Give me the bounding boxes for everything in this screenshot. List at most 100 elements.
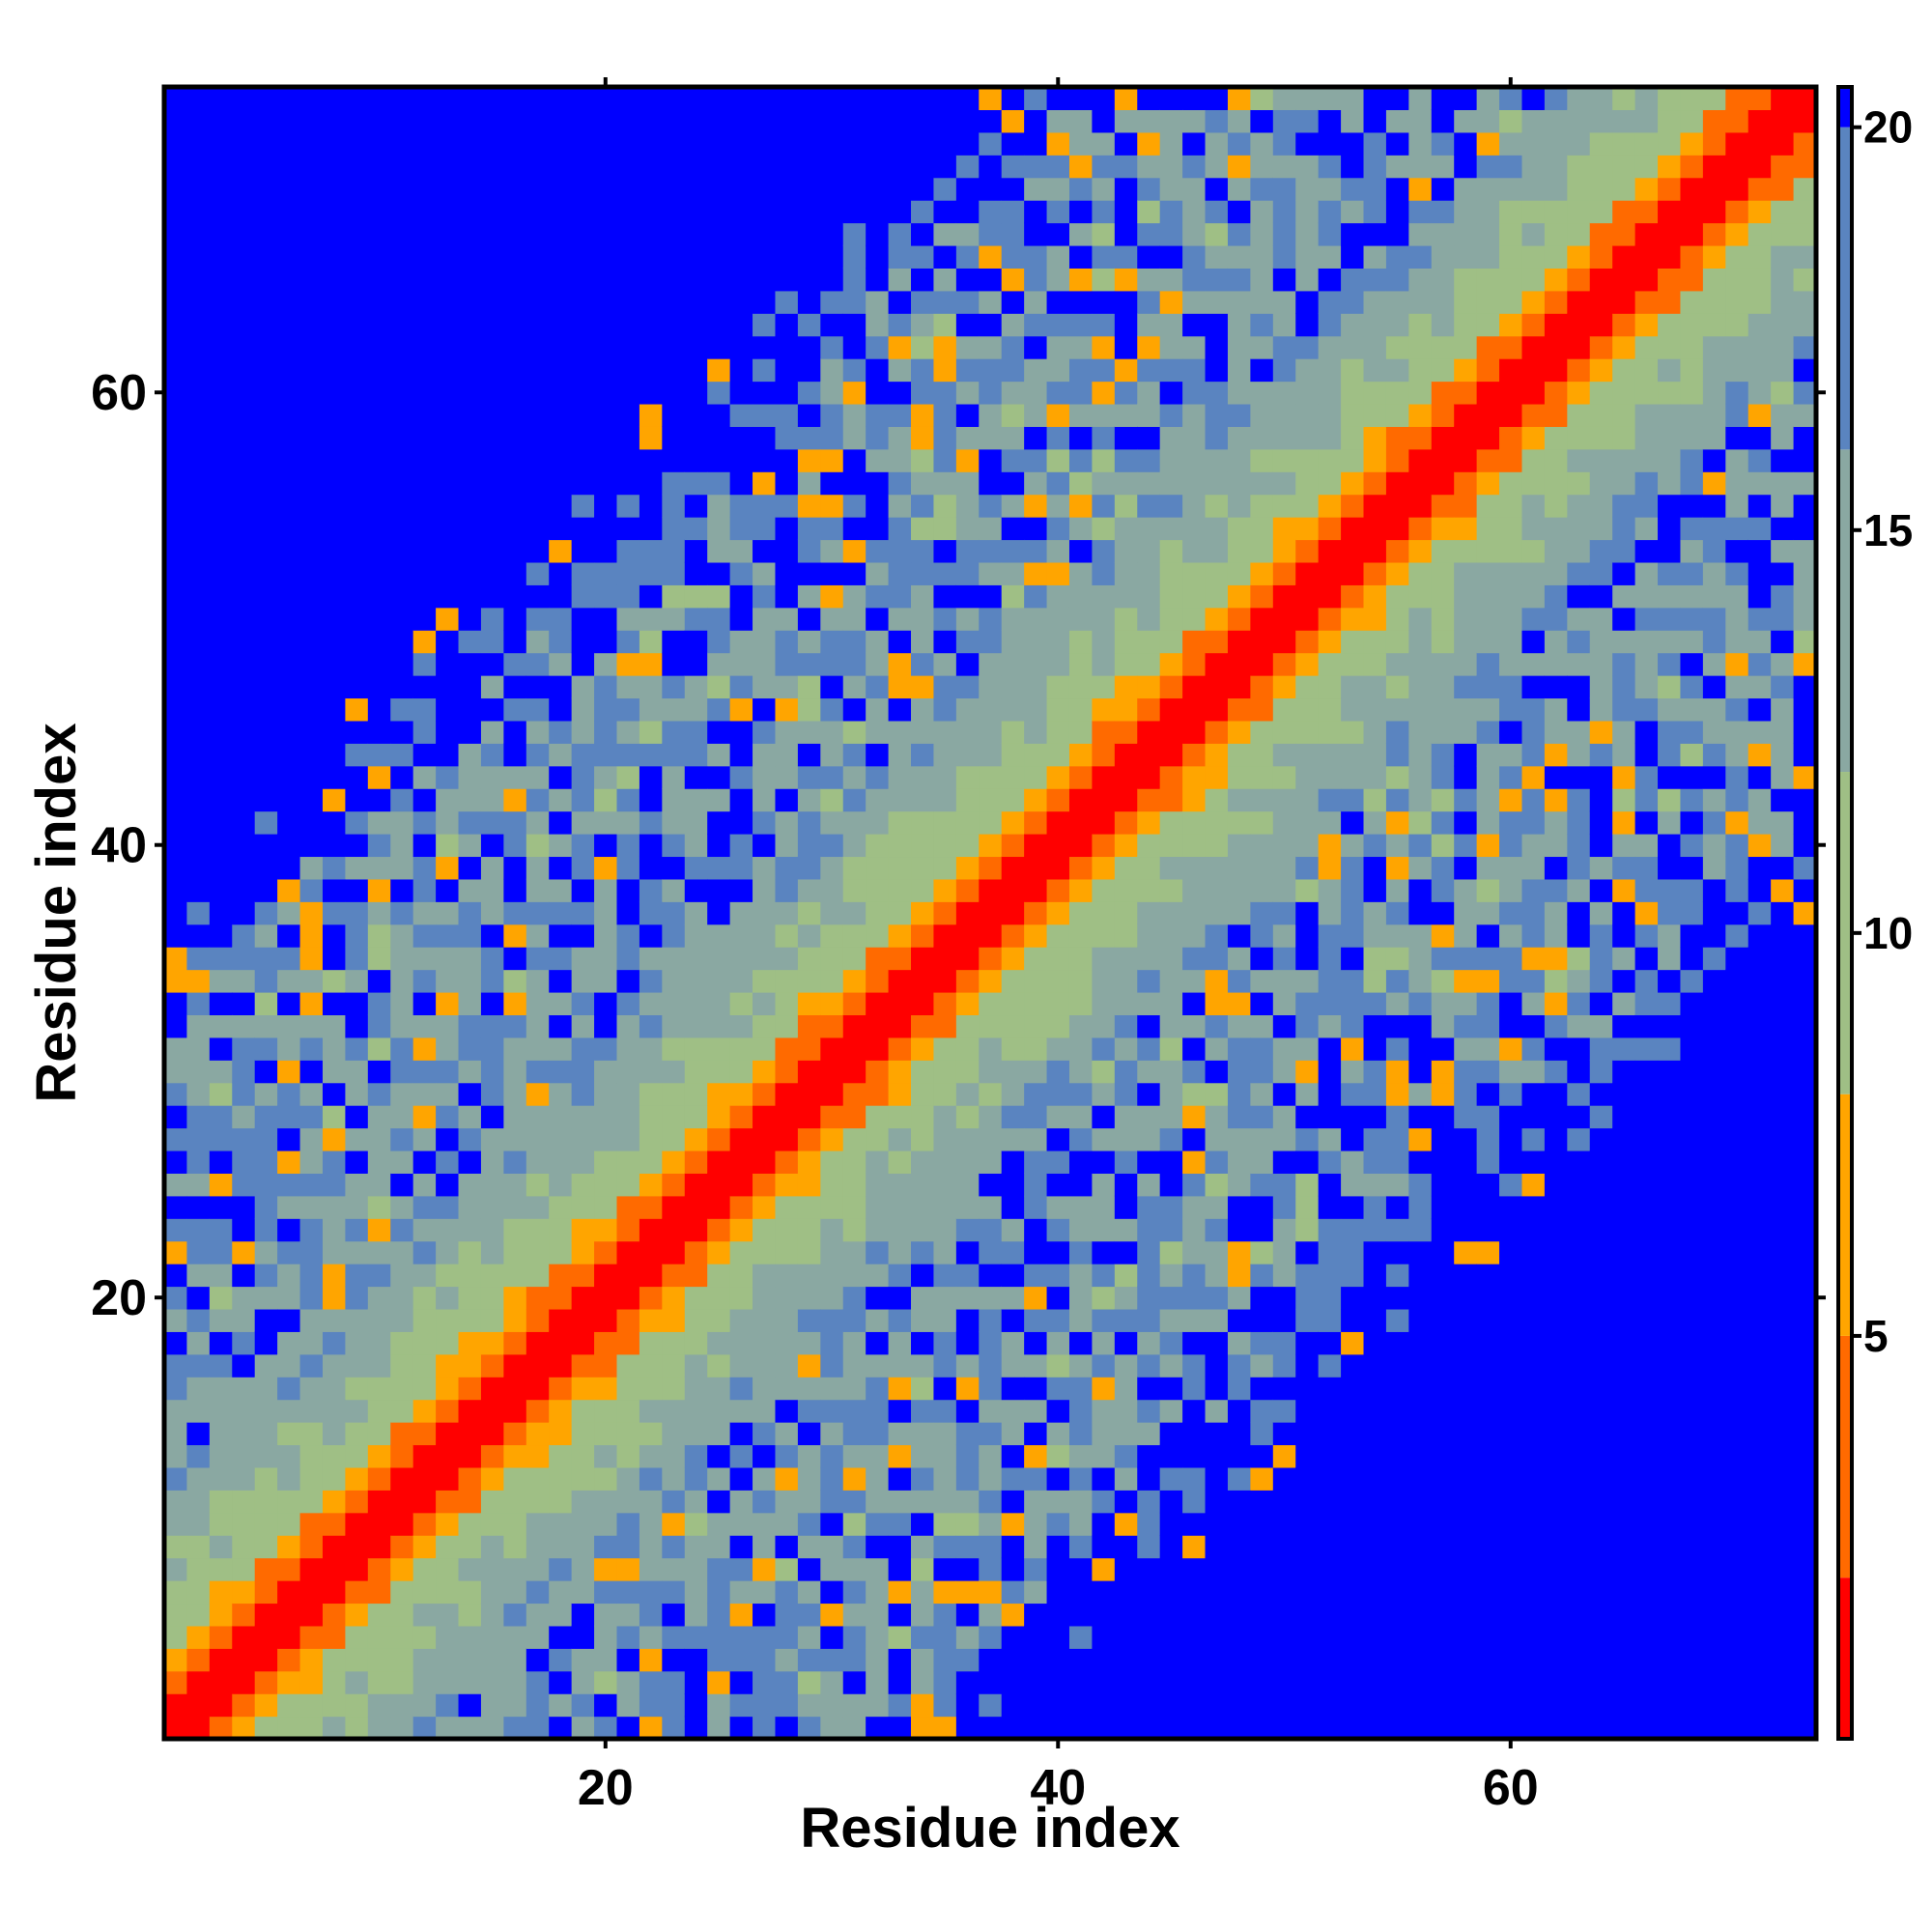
heatmap-cell — [842, 268, 867, 292]
heatmap-cell — [1544, 607, 1568, 631]
heatmap-cell — [797, 403, 821, 427]
heatmap-cell — [1182, 1286, 1207, 1310]
heatmap-cell — [390, 200, 414, 224]
heatmap-cell — [1499, 1490, 1523, 1514]
heatmap-cell — [1680, 697, 1704, 722]
heatmap-cell — [1454, 1037, 1478, 1061]
heatmap-cell — [1363, 584, 1387, 609]
heatmap-cell — [299, 1240, 324, 1264]
heatmap-cell — [1521, 1512, 1546, 1536]
heatmap-cell — [1159, 630, 1183, 654]
heatmap-cell — [1658, 177, 1682, 201]
heatmap-cell — [820, 1490, 844, 1514]
heatmap-cell — [1567, 1399, 1591, 1423]
heatmap-cell — [616, 947, 640, 971]
heatmap-cell — [1589, 1286, 1613, 1310]
heatmap-cell — [979, 947, 1003, 971]
heatmap-cell — [277, 1603, 301, 1627]
heatmap-cell — [1658, 335, 1682, 359]
heatmap-cell — [1476, 991, 1500, 1016]
heatmap-cell — [1454, 1399, 1478, 1423]
heatmap-cell — [1431, 403, 1455, 427]
heatmap-cell — [707, 810, 731, 835]
heatmap-cell — [1476, 969, 1500, 993]
heatmap-cell — [979, 517, 1003, 541]
heatmap-cell — [707, 471, 731, 496]
heatmap-cell — [1024, 630, 1048, 654]
heatmap-cell — [729, 923, 753, 948]
heatmap-cell — [1341, 1331, 1365, 1355]
heatmap-cell — [1227, 1625, 1251, 1649]
heatmap-cell — [1295, 335, 1320, 359]
heatmap-cell — [1250, 810, 1274, 835]
heatmap-cell — [820, 1127, 844, 1151]
heatmap-cell — [616, 1014, 640, 1038]
heatmap-cell — [526, 901, 550, 925]
heatmap-cell — [911, 1377, 935, 1401]
heatmap-cell — [1499, 1127, 1523, 1151]
heatmap-cell — [866, 244, 890, 269]
heatmap-cell — [842, 810, 867, 835]
heatmap-cell — [616, 109, 640, 133]
heatmap-cell — [1408, 177, 1433, 201]
heatmap-cell — [1680, 1240, 1704, 1264]
heatmap-cell — [639, 1603, 663, 1627]
heatmap-cell — [1521, 1105, 1546, 1129]
heatmap-cell — [662, 1173, 686, 1197]
heatmap-cell — [390, 539, 414, 563]
heatmap-cell — [616, 1353, 640, 1378]
heatmap-cell — [1068, 1127, 1094, 1151]
heatmap-cell — [1295, 1331, 1320, 1355]
heatmap-cell — [888, 675, 912, 699]
heatmap-cell — [662, 1331, 686, 1355]
heatmap-cell — [436, 1625, 460, 1649]
heatmap-cell — [1634, 1377, 1659, 1401]
heatmap-cell — [1431, 1037, 1455, 1061]
heatmap-cell — [639, 901, 663, 925]
heatmap-cell — [1589, 313, 1613, 337]
heatmap-cell — [1295, 381, 1320, 405]
heatmap-cell — [933, 1264, 957, 1288]
heatmap-cell — [616, 1240, 640, 1264]
heatmap-cell — [1182, 743, 1207, 767]
heatmap-cell — [1318, 765, 1342, 789]
heatmap-cell — [911, 856, 935, 880]
heatmap-cell — [232, 1557, 256, 1581]
heatmap-cell — [594, 584, 618, 609]
heatmap-cell — [729, 1377, 753, 1401]
heatmap-cell — [1001, 290, 1025, 314]
heatmap-cell — [662, 1603, 686, 1627]
heatmap-cell — [753, 1037, 777, 1061]
heatmap-cell — [1182, 1557, 1207, 1581]
heatmap-cell — [526, 1648, 550, 1672]
heatmap-cell — [1092, 1535, 1116, 1559]
heatmap-cell — [480, 290, 504, 314]
heatmap-cell — [186, 1240, 211, 1264]
heatmap-cell — [1182, 403, 1207, 427]
heatmap-cell — [1272, 403, 1296, 427]
heatmap-cell — [775, 1444, 799, 1468]
heatmap-cell — [1612, 87, 1636, 111]
heatmap-cell — [594, 494, 618, 518]
heatmap-cell — [1567, 1693, 1591, 1718]
heatmap-cell — [1612, 1150, 1636, 1174]
heatmap-cell — [1385, 788, 1409, 812]
heatmap-cell — [1499, 517, 1523, 541]
heatmap-cell — [232, 652, 256, 676]
heatmap-cell — [209, 1693, 233, 1718]
heatmap-cell — [753, 1060, 777, 1084]
heatmap-cell — [1680, 1308, 1704, 1332]
heatmap-cell — [1476, 834, 1500, 858]
heatmap-cell — [684, 1466, 708, 1491]
heatmap-cell — [1114, 878, 1138, 902]
heatmap-cell — [299, 743, 324, 767]
heatmap-cell — [209, 403, 233, 427]
heatmap-cell — [209, 1173, 233, 1197]
heatmap-cell — [480, 517, 504, 541]
heatmap-cell — [888, 1082, 912, 1106]
heatmap-cell — [1680, 1535, 1704, 1559]
heatmap-cell — [299, 244, 324, 269]
heatmap-cell — [526, 1331, 550, 1355]
heatmap-cell — [254, 1173, 278, 1197]
heatmap-cell — [1385, 87, 1409, 111]
